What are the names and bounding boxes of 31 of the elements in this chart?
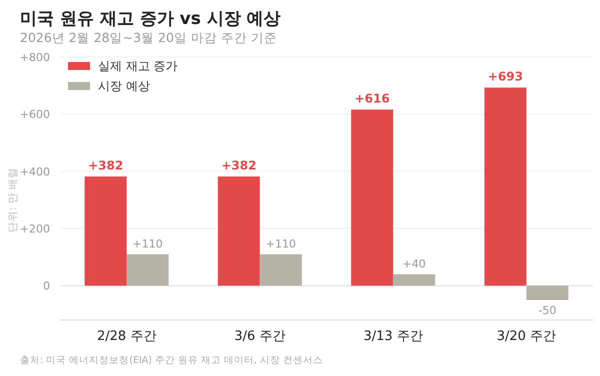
data-label: +693 <box>488 70 523 84</box>
data-label: +110 <box>266 237 296 250</box>
y-tick-label: +200 <box>20 222 50 236</box>
bar <box>351 110 394 286</box>
bar <box>126 254 169 286</box>
x-tick-label: 3/6 주간 <box>234 329 286 344</box>
data-label: -50 <box>538 304 556 317</box>
bar <box>484 88 526 286</box>
x-tick-label: 2/28 주간 <box>96 329 156 344</box>
bar <box>84 176 127 286</box>
source-note: 출처: 미국 에너지정보청(EIA) 주간 원유 재고 데이터, 시장 컨센서스 <box>20 355 324 366</box>
y-tick-label: 0 <box>43 280 50 293</box>
legend-label: 시장 예상 <box>98 79 150 93</box>
chart-title: 미국 원유 재고 증가 vs 시장 예상 <box>20 9 281 29</box>
bar <box>218 176 260 286</box>
bar <box>526 286 568 300</box>
y-tick-label: +400 <box>20 165 50 178</box>
bar <box>393 274 436 286</box>
x-tick-label: 3/20 주간 <box>496 329 556 344</box>
y-tick-label: +600 <box>20 108 50 122</box>
data-label: +382 <box>221 158 256 172</box>
y-axis-title: 단위: 만 배럴 <box>7 167 19 233</box>
bar <box>260 254 302 286</box>
data-label: +110 <box>132 237 163 250</box>
data-label: +616 <box>354 92 390 106</box>
x-tick-label: 3/13 주간 <box>363 329 423 344</box>
data-label: +382 <box>88 158 124 172</box>
data-label: +40 <box>402 257 426 270</box>
legend-label: 실제 재고 증가 <box>98 59 178 73</box>
y-tick-label: +800 <box>20 51 50 64</box>
chart-subtitle: 2026년 2월 28일~3월 20일 마감 주간 기준 <box>20 30 277 45</box>
